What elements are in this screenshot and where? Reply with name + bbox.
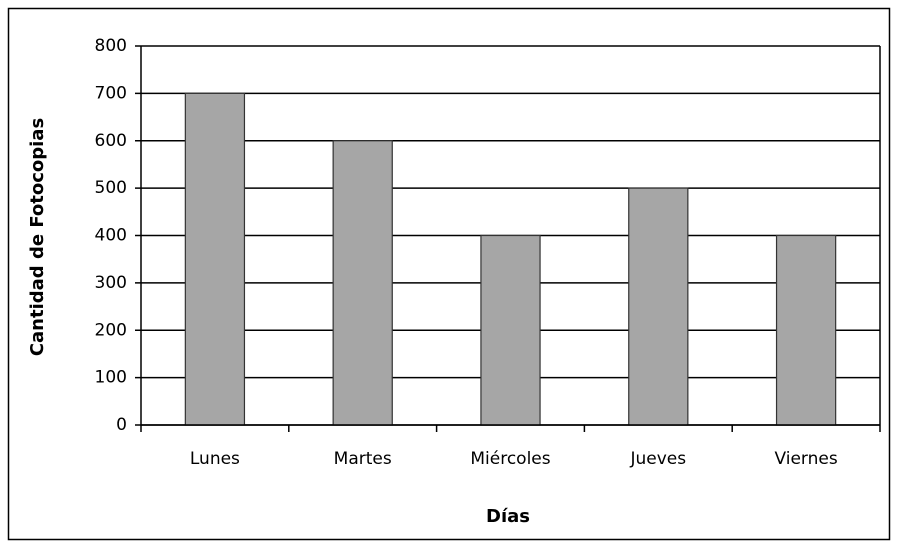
chart-border [7,7,891,541]
y-tick-label: 800 [95,36,127,56]
y-tick-label: 500 [95,178,127,198]
y-tick-label: 700 [95,83,127,103]
bar [775,234,837,426]
bar [480,234,541,426]
x-tick-label: Jueves [629,449,686,469]
y-tick-label: 100 [95,368,127,388]
bar [184,92,246,426]
x-tick-label: Miércoles [470,449,550,469]
x-tick-label: Lunes [190,449,240,469]
x-axis-title: Días [486,506,530,527]
y-tick-label: 600 [95,131,127,151]
x-tick-label: Martes [334,449,392,469]
y-axis-title: Cantidad de Fotocopias [27,118,48,356]
y-tick-label: 200 [95,320,127,340]
x-tick-label: Viernes [774,449,837,469]
y-tick-label: 300 [95,273,127,293]
y-tick-label: 400 [95,226,127,246]
bar [332,140,393,426]
bar [628,187,689,426]
y-tick-label: 0 [116,415,127,435]
